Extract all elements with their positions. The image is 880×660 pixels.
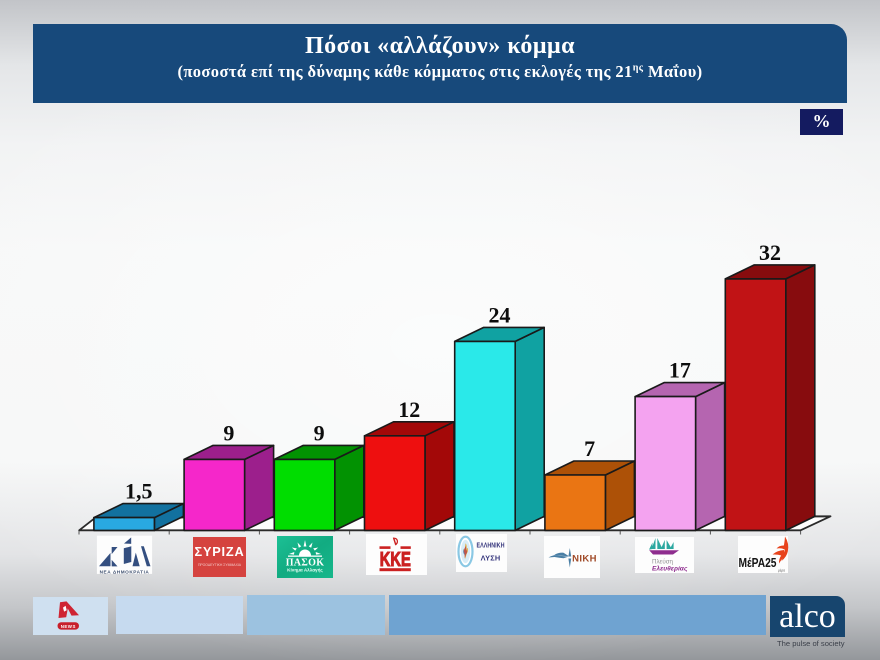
svg-text:ΝΙΚΗ: ΝΙΚΗ [572,553,597,564]
svg-text:ΕΛΛΗΝΙΚΗ: ΕΛΛΗΝΙΚΗ [477,541,505,550]
svg-text:ΠΑΣΟΚ: ΠΑΣΟΚ [286,558,325,569]
svg-text:NEWS: NEWS [61,624,76,629]
svg-text:Ελευθερίας: Ελευθερίας [652,565,688,573]
svg-text:1,5: 1,5 [125,479,153,504]
svg-text:9: 9 [314,420,325,445]
svg-text:ΛΥΣΗ: ΛΥΣΗ [481,554,501,563]
svg-text:24: 24 [489,302,511,327]
svg-text:7: 7 [584,436,595,461]
svg-text:ΝΕΑ ΔΗΜΟΚΡΑΤΙΑ: ΝΕΑ ΔΗΜΟΚΡΑΤΙΑ [100,569,150,574]
svg-text:Κίνημα Αλλαγής: Κίνημα Αλλαγής [287,568,323,574]
svg-text:μέρα: μέρα [778,569,785,573]
svg-text:9: 9 [223,420,234,445]
svg-text:12: 12 [398,397,420,422]
svg-text:ΚΚΕ: ΚΚΕ [380,549,411,571]
svg-text:ΜέΡΑ25: ΜέΡΑ25 [739,555,777,570]
svg-text:Πλεύση: Πλεύση [652,559,674,566]
svg-text:17: 17 [669,358,691,383]
svg-text:32: 32 [759,240,781,265]
